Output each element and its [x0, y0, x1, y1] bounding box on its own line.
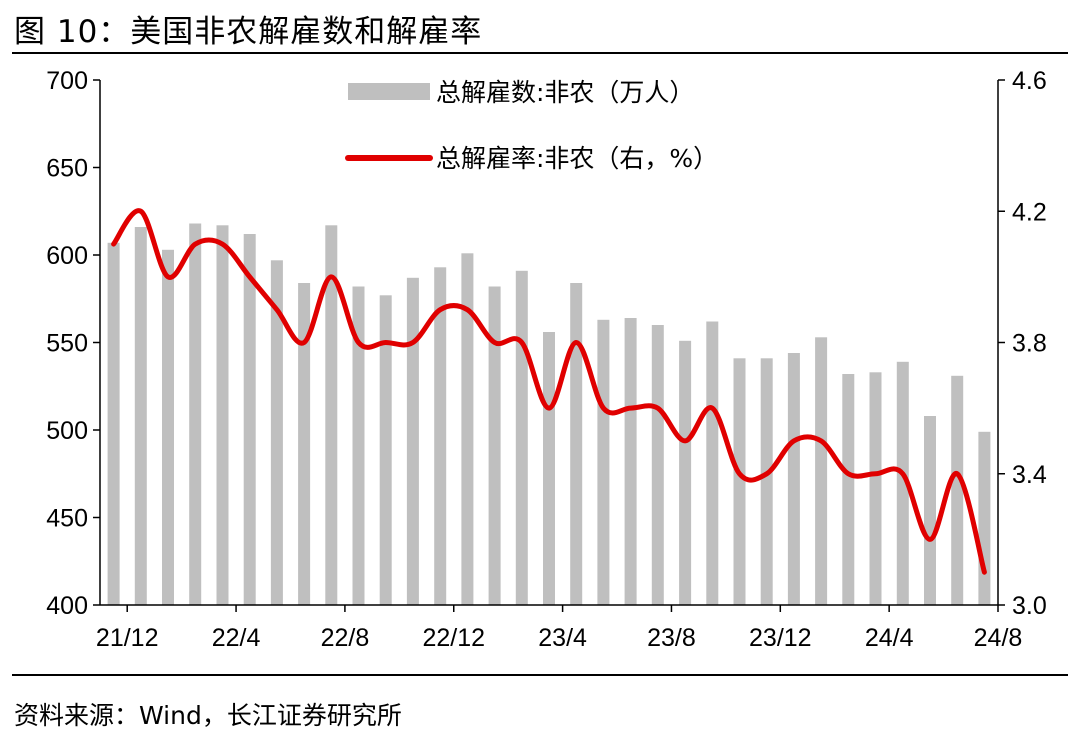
rate-point-26	[820, 440, 822, 442]
bar-21	[679, 340, 692, 606]
x-tick-label-8: 24/8	[974, 624, 1023, 652]
rate-point-30	[929, 538, 931, 541]
source-note: 资料来源：Wind，长江证券研究所	[14, 701, 402, 730]
legend: 总解雇数:非农（万人） 总解雇率:非农（右，%）	[345, 78, 718, 173]
rate-point-28	[874, 473, 877, 475]
legend-line-label: 总解雇率:非农（右，%）	[436, 144, 718, 173]
rate-point-31	[956, 473, 958, 475]
x-tick-label-4: 23/4	[538, 624, 587, 652]
bar-10	[379, 295, 392, 606]
left-tick-label-0: 400	[46, 592, 88, 620]
bar-2	[162, 249, 174, 606]
rate-point-9	[357, 341, 360, 344]
x-tick-label-3: 22/12	[422, 624, 485, 652]
bar-17	[570, 283, 583, 605]
bar-14	[488, 286, 501, 605]
rate-point-19	[629, 407, 632, 409]
x-tick-label-2: 22/8	[321, 624, 370, 652]
bar-11	[406, 277, 419, 606]
rate-point-25	[793, 440, 795, 442]
line-series	[111, 208, 987, 575]
rate-point-4	[221, 243, 224, 245]
bar-15	[515, 270, 528, 606]
x-tick-label-1: 22/4	[212, 624, 261, 652]
rate-point-20	[657, 407, 659, 409]
rate-point-7	[303, 341, 305, 344]
bar-5	[243, 234, 256, 605]
bar-6	[270, 260, 283, 606]
right-tick-label-2: 3.8	[1012, 330, 1047, 358]
rate-point-21	[684, 440, 686, 442]
bar-12	[434, 267, 447, 606]
rate-point-22	[711, 407, 714, 409]
rate-point-12	[439, 308, 442, 311]
axes: 400 450 500 550 600 650 700 3.0 3.4 3.8 4.2 4.6 21/1…	[46, 67, 1047, 652]
right-tick-label-4: 4.6	[1012, 67, 1047, 95]
left-tick-label-2: 500	[46, 417, 88, 445]
bar-series	[107, 223, 991, 606]
bar-29	[896, 361, 909, 606]
rate-point-32	[983, 571, 986, 573]
rate-point-3	[194, 243, 196, 245]
bar-30	[924, 416, 936, 605]
rate-point-23	[738, 473, 741, 475]
rate-point-14	[493, 341, 496, 344]
right-tick-label-3: 4.2	[1012, 198, 1047, 226]
bar-24	[760, 358, 773, 606]
left-tick-label-6: 700	[46, 67, 88, 95]
left-tick-label-3: 550	[46, 330, 88, 358]
legend-bar-label: 总解雇数:非农（万人）	[436, 78, 694, 107]
rate-point-15	[521, 341, 523, 344]
rate-point-18	[602, 407, 605, 409]
rate-point-2	[167, 276, 169, 278]
bar-4	[216, 225, 229, 606]
rate-point-29	[902, 473, 904, 475]
bar-19	[624, 318, 637, 605]
x-tick-label-5: 23/8	[647, 624, 696, 652]
rate-point-27	[847, 473, 850, 475]
rate-point-24	[765, 473, 768, 475]
bar-32	[978, 431, 991, 606]
bar-9	[352, 286, 365, 605]
bar-27	[842, 374, 855, 605]
x-tick-label-7: 24/4	[865, 624, 914, 652]
bar-16	[543, 332, 555, 605]
rate-point-6	[276, 308, 278, 311]
right-tick-label-1: 3.4	[1012, 461, 1047, 489]
rate-point-8	[330, 276, 333, 278]
rate-point-5	[248, 276, 251, 278]
rate-point-17	[575, 341, 577, 344]
left-tick-label-4: 600	[46, 242, 88, 270]
left-tick-label-5: 650	[46, 155, 88, 183]
rate-point-13	[466, 308, 469, 311]
rate-point-1	[140, 210, 142, 212]
bar-28	[869, 372, 882, 606]
bar-23	[733, 358, 746, 606]
rate-point-16	[548, 407, 550, 409]
figure-title: 图 10：美国非农解雇数和解雇率	[14, 14, 483, 50]
rate-point-11	[412, 341, 414, 344]
x-tick-label-6: 23/12	[749, 624, 812, 652]
rate-point-10	[384, 341, 387, 344]
bar-13	[461, 253, 474, 606]
bar-31	[951, 375, 964, 606]
bar-8	[325, 225, 338, 606]
rate-point-0	[112, 243, 115, 245]
x-tick-label-0: 21/12	[96, 624, 159, 652]
bar-22	[706, 321, 719, 605]
right-tick-label-0: 3.0	[1012, 592, 1047, 620]
bar-26	[815, 337, 828, 606]
bar-18	[597, 319, 610, 606]
bar-1	[134, 227, 147, 605]
source-rule	[12, 674, 1068, 676]
bar-7	[298, 283, 311, 605]
bar-0	[107, 242, 120, 606]
bar-20	[651, 325, 664, 605]
left-tick-label-1: 450	[46, 505, 88, 533]
bar-25	[787, 353, 800, 605]
legend-bar-swatch	[348, 83, 430, 100]
title-rule	[12, 52, 1068, 54]
bar-3	[189, 223, 202, 605]
